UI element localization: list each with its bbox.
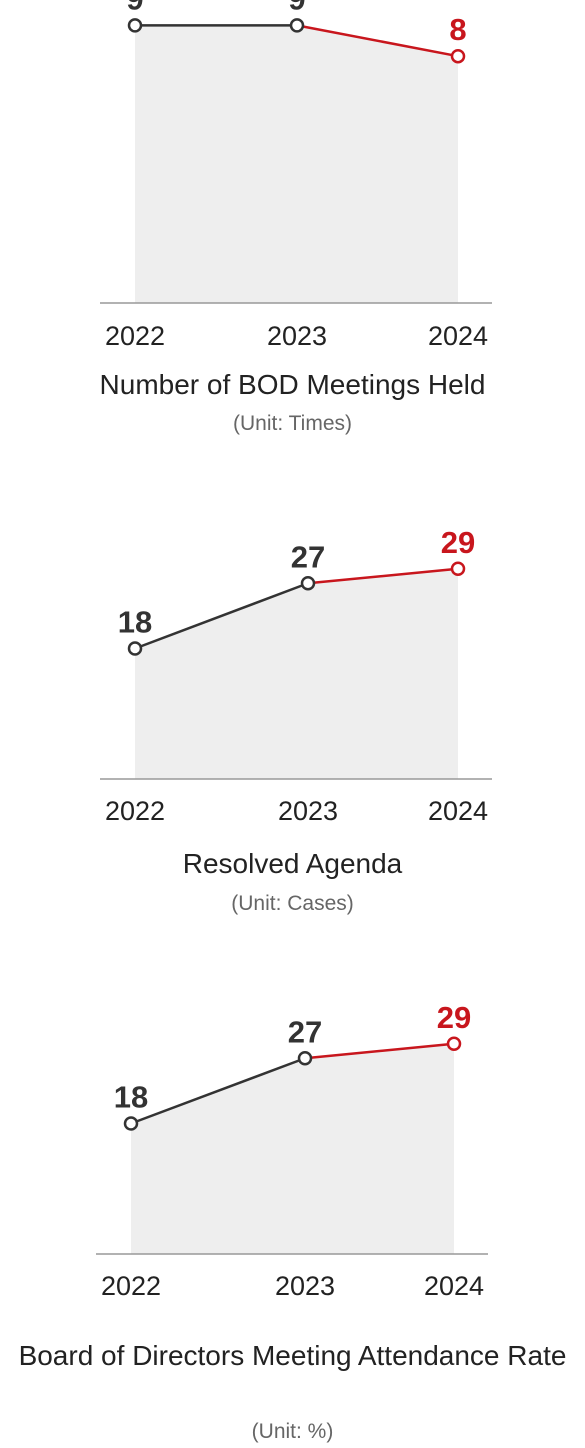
data-label: 18 [114, 1080, 148, 1115]
chart-title: Board of Directors Meeting Attendance Ra… [18, 1340, 567, 1371]
x-tick-label: 2023 [275, 1271, 335, 1301]
data-label: 18 [118, 605, 152, 640]
data-point [297, 1051, 313, 1066]
data-label: 9 [288, 0, 305, 16]
data-label: 29 [437, 1000, 471, 1035]
data-point [450, 561, 466, 576]
data-point [127, 18, 143, 33]
chart-panel-meetings: 9 9 8 2022 2023 2024 Number of BOD Meetings H… [0, 0, 585, 445]
data-point [289, 18, 305, 33]
x-tick-label: 2022 [101, 1271, 161, 1301]
x-tick-label: 2024 [428, 321, 488, 351]
data-label: 27 [291, 539, 325, 574]
series-line-segment [307, 567, 459, 585]
series-line-segment [304, 1042, 455, 1060]
x-tick-label: 2023 [267, 321, 327, 351]
data-point [450, 48, 466, 64]
series-line-segment [134, 582, 309, 650]
data-label: 9 [126, 0, 143, 16]
chart-title: Resolved Agenda [182, 848, 403, 879]
chart-unit: (Unit: %) [251, 1420, 334, 1443]
chart-unit: (Unit: Cases) [231, 892, 354, 915]
x-tick-label: 2023 [278, 796, 338, 826]
chart-area [135, 568, 458, 779]
data-label: 8 [449, 12, 466, 47]
data-point [300, 576, 316, 591]
data-label: 29 [441, 525, 475, 560]
chart-area [135, 25, 458, 304]
chart-agenda: 18 27 29 2022 2023 2024 [100, 525, 492, 826]
chart-panel-agenda: 18 27 29 2022 2023 2024 Resolved Agenda (Unit… [100, 525, 492, 915]
x-tick-label: 2022 [105, 796, 165, 826]
x-tick-label: 2022 [105, 321, 165, 351]
x-tick-label: 2024 [428, 796, 488, 826]
series-line-segment [130, 1057, 306, 1125]
chart-title: Number of BOD Meetings Held [99, 369, 486, 400]
data-label: 27 [288, 1014, 322, 1049]
data-point [127, 641, 143, 656]
chart-unit: (Unit: Times) [232, 412, 352, 435]
series-line-segment [296, 24, 459, 58]
chart-area [131, 1043, 454, 1254]
chart-attendance: 18 27 29 2022 2023 2024 [96, 1000, 488, 1301]
data-point [446, 1036, 462, 1051]
chart-meetings: 9 9 8 2022 2023 2024 [100, 0, 492, 351]
data-point [123, 1116, 139, 1131]
x-tick-label: 2024 [424, 1271, 484, 1301]
